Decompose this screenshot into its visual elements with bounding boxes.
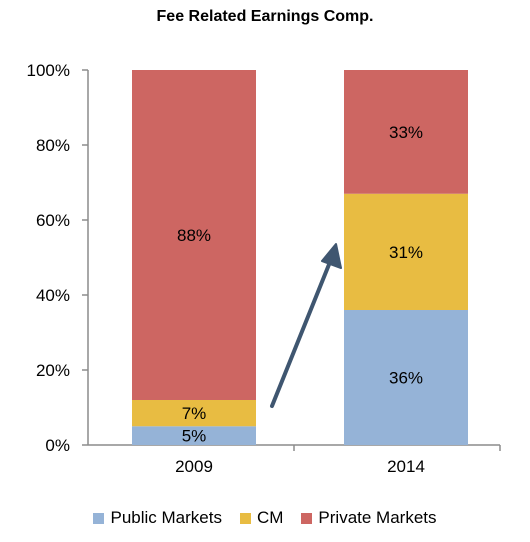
y-tick-label: 100% bbox=[27, 61, 70, 80]
legend-item-public-markets: Public Markets bbox=[93, 508, 222, 528]
bar-segment bbox=[132, 400, 256, 427]
chart-title: Fee Related Earnings Comp. bbox=[156, 8, 374, 25]
bar-segment bbox=[344, 310, 468, 445]
data-label: 36% bbox=[389, 369, 423, 388]
y-tick-label: 20% bbox=[36, 361, 70, 380]
arrow-head bbox=[321, 243, 342, 269]
y-tick-label: 40% bbox=[36, 286, 70, 305]
data-label: 5% bbox=[182, 427, 207, 446]
y-tick-label: 0% bbox=[45, 436, 70, 455]
legend-swatch bbox=[239, 512, 251, 524]
legend-label: CM bbox=[256, 508, 284, 527]
legend-item-private-markets: Private Markets bbox=[301, 508, 437, 528]
y-tick-label: 60% bbox=[36, 211, 70, 230]
legend-label: Private Markets bbox=[318, 508, 437, 527]
bar-segment bbox=[344, 193, 468, 310]
x-tick-label: 2014 bbox=[387, 457, 425, 476]
data-label: 7% bbox=[182, 404, 207, 423]
legend: Public Markets CM Private Markets bbox=[0, 508, 530, 528]
arrow-shaft bbox=[270, 260, 332, 408]
legend-label: Public Markets bbox=[110, 508, 222, 527]
bars bbox=[132, 70, 468, 445]
bar-segment bbox=[132, 70, 256, 400]
legend-item-cm: CM bbox=[239, 508, 284, 528]
data-label: 31% bbox=[389, 243, 423, 262]
legend-swatch bbox=[301, 512, 313, 524]
bar-segment bbox=[132, 426, 256, 445]
x-tick-label: 2009 bbox=[175, 457, 213, 476]
legend-swatch bbox=[93, 512, 105, 524]
axes: 0% 20% 40% 60% 80% 100% 2009 2014 bbox=[27, 61, 501, 476]
y-tick-label: 80% bbox=[36, 136, 70, 155]
annotation-arrow bbox=[270, 243, 342, 408]
bar-segment bbox=[344, 70, 468, 194]
data-label: 33% bbox=[389, 123, 423, 142]
data-label: 88% bbox=[177, 226, 211, 245]
bar-labels: 5% 7% 88% 36% 31% 33% bbox=[177, 123, 423, 446]
